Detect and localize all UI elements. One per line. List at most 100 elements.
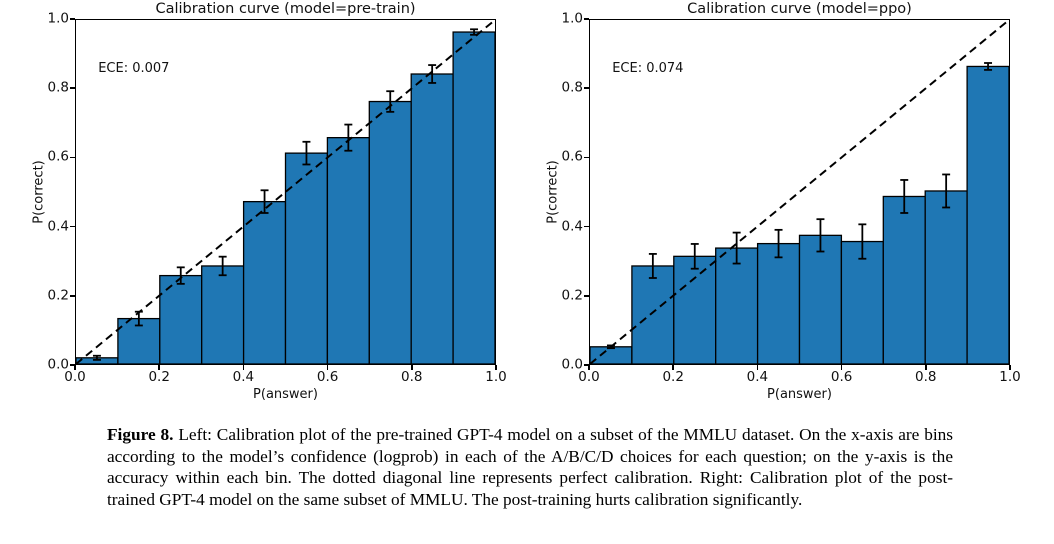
bar <box>201 265 245 364</box>
error-bar <box>92 354 101 361</box>
x-tick-mark <box>588 365 590 370</box>
bar <box>326 137 370 364</box>
x-tick-mark <box>242 365 245 370</box>
y-tick-mark <box>70 18 75 20</box>
bar <box>840 240 884 364</box>
calibration-chart-ppo: Calibration curve (model=ppo) P(correct)… <box>527 0 1054 412</box>
bar <box>924 190 968 364</box>
x-tick-mark <box>840 365 843 370</box>
x-tick-mark <box>756 365 759 370</box>
y-tick-label: 0.6 <box>561 148 583 165</box>
error-bar <box>606 344 615 350</box>
y-tick-mark <box>584 225 589 228</box>
bar <box>284 152 329 364</box>
error-bar <box>386 90 395 113</box>
y-tick-label: 0.0 <box>561 356 583 373</box>
x-tick-label: 0.0 <box>64 368 86 385</box>
bar <box>452 31 495 364</box>
x-tick-label: 0.2 <box>148 368 170 385</box>
y-tick-mark <box>584 87 589 89</box>
y-tick-mark <box>70 295 75 297</box>
error-bar <box>858 223 867 260</box>
error-bar <box>302 140 311 166</box>
bars-errorbars-diagonal-canvas <box>590 20 1009 364</box>
y-tick-label: 0.8 <box>561 79 583 96</box>
x-tick-label: 0.8 <box>401 368 423 385</box>
y-tick-label: 1.0 <box>47 10 69 27</box>
error-bar <box>648 253 657 279</box>
y-axis-label: P(correct) <box>545 160 561 224</box>
error-bar <box>732 231 741 265</box>
x-tick-label: 0.6 <box>316 368 339 385</box>
x-tick-label: 0.4 <box>232 368 255 385</box>
x-tick-label: 0.6 <box>830 368 853 385</box>
bar <box>242 200 287 364</box>
ece-annotation: ECE: 0.007 <box>98 61 170 77</box>
x-tick-mark <box>495 365 497 370</box>
x-tick-mark <box>672 365 674 370</box>
y-tick-mark <box>584 18 589 20</box>
error-bar <box>428 64 437 84</box>
error-bar <box>984 62 993 71</box>
figure-caption-text: Left: Calibration plot of the pre-traine… <box>107 425 954 509</box>
x-axis-label: P(answer) <box>767 387 832 402</box>
y-tick-mark <box>70 364 75 366</box>
y-tick-mark <box>584 364 589 366</box>
error-bar <box>900 179 909 214</box>
bar <box>673 255 717 364</box>
bar <box>590 346 633 364</box>
y-tick-label: 0.6 <box>47 148 69 165</box>
x-tick-label: 1.0 <box>485 368 507 385</box>
y-tick-label: 0.4 <box>561 218 583 235</box>
x-tick-label: 0.0 <box>578 368 600 385</box>
error-bar <box>218 255 227 277</box>
y-tick-mark <box>70 87 75 89</box>
error-bar <box>176 266 185 285</box>
y-tick-label: 0.4 <box>47 218 69 235</box>
ece-annotation: ECE: 0.074 <box>612 61 684 77</box>
error-bar <box>942 173 951 209</box>
bar <box>882 195 926 364</box>
x-tick-mark <box>925 365 927 370</box>
bar <box>715 247 759 364</box>
x-tick-mark <box>411 365 413 370</box>
x-tick-mark <box>158 365 160 370</box>
error-bar <box>344 123 353 152</box>
x-tick-label: 0.4 <box>746 368 769 385</box>
plot-area: ECE: 0.074 <box>589 19 1010 365</box>
error-bar <box>260 189 269 214</box>
figure-caption: Figure 8. Left: Calibration plot of the … <box>107 424 953 510</box>
error-bar <box>774 228 783 259</box>
x-tick-label: 0.8 <box>915 368 937 385</box>
bar <box>410 73 454 364</box>
x-tick-mark <box>1009 365 1011 370</box>
error-bar <box>470 28 479 36</box>
x-tick-mark <box>74 365 76 370</box>
plot-area: ECE: 0.007 <box>75 19 496 365</box>
y-tick-label: 1.0 <box>561 10 583 27</box>
bars-errorbars-diagonal-canvas <box>76 20 495 364</box>
error-bar <box>134 310 143 327</box>
x-tick-label: 0.2 <box>662 368 684 385</box>
chart-title: Calibration curve (model=pre-train) <box>155 1 416 17</box>
bar <box>966 65 1009 364</box>
bar <box>368 100 412 364</box>
y-tick-label: 0.0 <box>47 356 69 373</box>
figure-caption-label: Figure 8. <box>107 425 174 444</box>
y-tick-label: 0.8 <box>47 79 69 96</box>
chart-title: Calibration curve (model=ppo) <box>687 1 912 17</box>
x-tick-mark <box>326 365 329 370</box>
y-tick-mark <box>70 156 75 159</box>
y-tick-label: 0.2 <box>561 287 583 304</box>
error-bar <box>690 243 699 270</box>
x-tick-label: 1.0 <box>999 368 1021 385</box>
bar <box>631 265 675 364</box>
y-tick-label: 0.2 <box>47 287 69 304</box>
calibration-chart-pretrain: Calibration curve (model=pre-train) P(co… <box>0 0 527 412</box>
bar <box>756 242 801 364</box>
x-axis-label: P(answer) <box>253 387 318 402</box>
bar <box>798 234 843 364</box>
error-bar <box>816 218 825 253</box>
y-tick-mark <box>584 156 589 159</box>
y-tick-mark <box>584 295 589 297</box>
